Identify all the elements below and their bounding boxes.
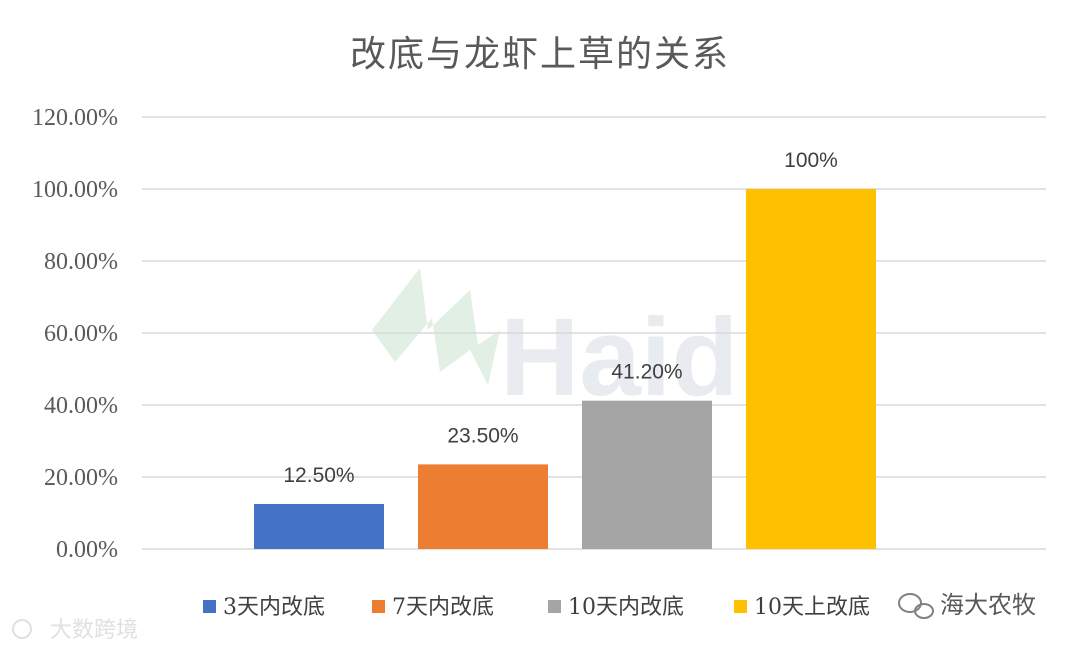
y-tick-label: 60.00% <box>44 321 118 347</box>
y-tick-label: 0.00% <box>56 537 118 563</box>
data-label: 100% <box>784 149 838 172</box>
legend-swatch <box>734 600 747 613</box>
bottom-right-watermark: 海大农牧 <box>898 591 1036 619</box>
watermark-brand-text: 海大农牧 <box>940 591 1036 619</box>
y-tick-label: 20.00% <box>44 465 118 491</box>
leaf-icon <box>372 268 500 385</box>
y-tick-label: 40.00% <box>44 393 118 419</box>
bottom-left-watermark: 大数跨境 <box>12 618 138 643</box>
legend-label: 10天内改底 <box>568 595 684 620</box>
y-axis-tick-labels: 0.00% 20.00% 40.00% 60.00% 80.00% 100.00% 120.… <box>32 105 118 563</box>
bar <box>746 189 876 549</box>
haid-watermark-logo: Haid <box>310 245 738 420</box>
y-tick-label: 120.00% <box>32 105 118 131</box>
legend-swatch <box>372 600 385 613</box>
wechat-icon <box>898 593 934 619</box>
bar <box>254 504 384 549</box>
legend: 3天内改底 7天内改底 10天内改底 10天上改底 <box>203 595 870 620</box>
y-tick-label: 80.00% <box>44 249 118 275</box>
legend-swatch <box>548 600 561 613</box>
watermark-logo-text: Haid <box>500 296 738 419</box>
bars <box>254 189 876 549</box>
data-label: 12.50% <box>283 464 354 487</box>
legend-swatch <box>203 600 216 613</box>
legend-label: 7天内改底 <box>392 595 494 620</box>
bar <box>582 400 712 549</box>
weibo-icon <box>12 619 32 639</box>
data-labels: 12.50% 23.50% 41.20% 100% <box>283 149 837 487</box>
y-tick-label: 100.00% <box>32 177 118 203</box>
legend-label: 10天上改底 <box>754 595 870 620</box>
bar <box>418 464 548 549</box>
data-label: 23.50% <box>447 424 518 447</box>
data-label: 41.20% <box>611 361 682 384</box>
legend-label: 3天内改底 <box>223 595 325 620</box>
watermark-source-text: 大数跨境 <box>50 618 138 643</box>
chart-title: 改底与龙虾上草的关系 <box>350 34 730 75</box>
